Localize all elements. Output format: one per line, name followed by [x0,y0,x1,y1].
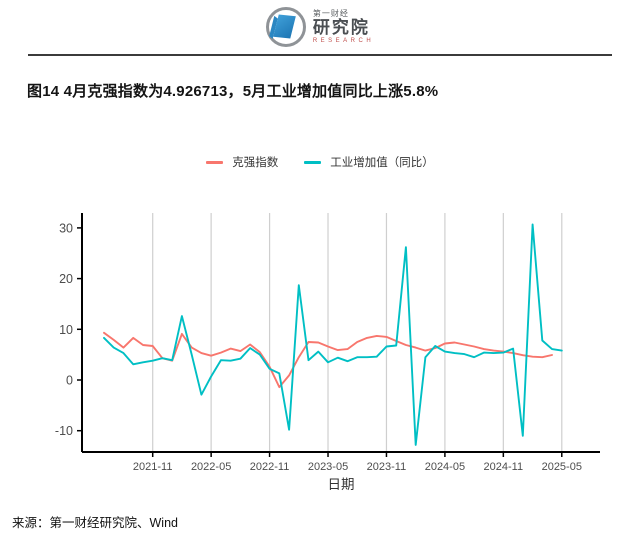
x-tick-label: 2022-11 [250,461,290,473]
x-tick-label: 2023-11 [367,461,407,473]
legend-key-teal-line [304,160,322,164]
blue-book-glyph [273,14,296,39]
series-line-0 [103,331,553,389]
yicai-research-logo: 第一财经 研究院 RESEARCH [0,7,640,47]
chart-legend: 克强指数 工业增加值（同比） [0,154,640,170]
legend-label: 克强指数 [232,157,279,169]
x-tick-label: 2022-05 [191,461,231,473]
x-tick-label: 2021-11 [133,461,173,473]
x-tick-label: 2023-05 [308,461,348,473]
x-tick-label: 2024-05 [425,461,465,473]
x-tick-label: 2025-05 [542,461,582,473]
legend-item-keqiang-index: 克强指数 [206,154,278,170]
line-chart: 30 20 10 0 -10 2021-11 2022-05 2022-11 2023-05 20… [0,195,640,505]
y-tick-label: 30 [59,221,73,235]
logo-wordmark: 第一财经 研究院 RESEARCH [312,9,375,45]
legend-label: 工业增加值（同比） [330,157,434,169]
y-tick-label: 20 [59,272,73,286]
x-tick-label: 2024-11 [484,461,524,473]
line-chart-svg: 30 20 10 0 -10 2021-11 2022-05 2022-11 2023-05 20… [55,213,600,492]
source-note: 来源：第一财经研究院、Wind [12,516,178,530]
y-tick-label: -10 [55,424,73,438]
header-divider [28,54,612,56]
y-tick-label: 0 [66,374,73,388]
legend-key-red-line [206,160,224,164]
logo-brand-en: RESEARCH [312,38,375,44]
logo-brand-large: 研究院 [312,18,370,37]
y-tick-label: 10 [59,323,73,337]
logo-brand-small: 第一财经 [312,9,349,18]
x-axis-title: 日期 [328,477,355,492]
figure-title: 图14 4月克强指数为4.926713，5月工业增加值同比上涨5.8% [27,83,439,100]
legend-item-industrial-output: 工业增加值（同比） [304,154,434,170]
yicai-logo-icon [265,7,306,47]
series-line-1 [103,223,563,446]
